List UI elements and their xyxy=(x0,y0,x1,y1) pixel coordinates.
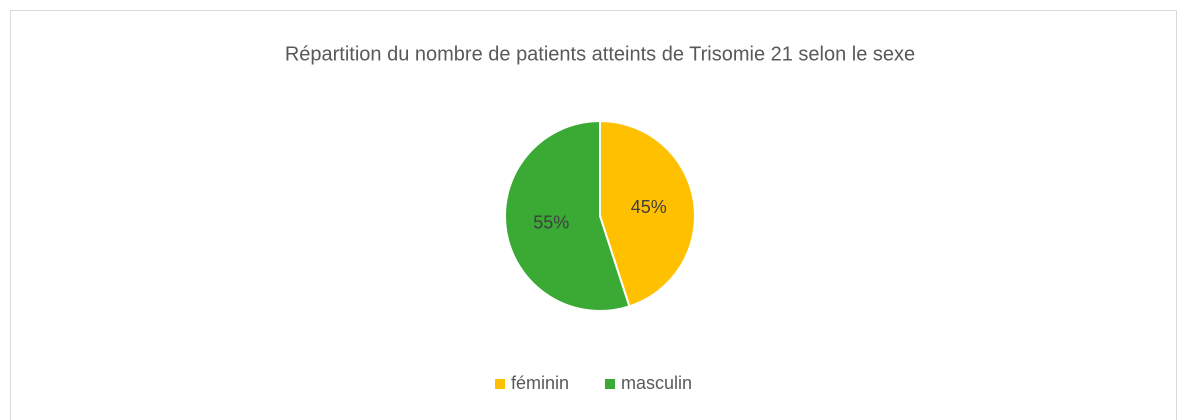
legend-label: féminin xyxy=(511,373,569,393)
chart-title: Répartition du nombre de patients attein… xyxy=(285,43,915,65)
pie-slice xyxy=(599,119,696,308)
pie-slice xyxy=(504,119,631,312)
legend-label: masculin xyxy=(621,373,692,393)
legend-swatch xyxy=(495,379,505,389)
legend-swatch xyxy=(605,379,615,389)
data-label: 55% xyxy=(533,212,569,232)
data-label: 45% xyxy=(631,197,667,217)
